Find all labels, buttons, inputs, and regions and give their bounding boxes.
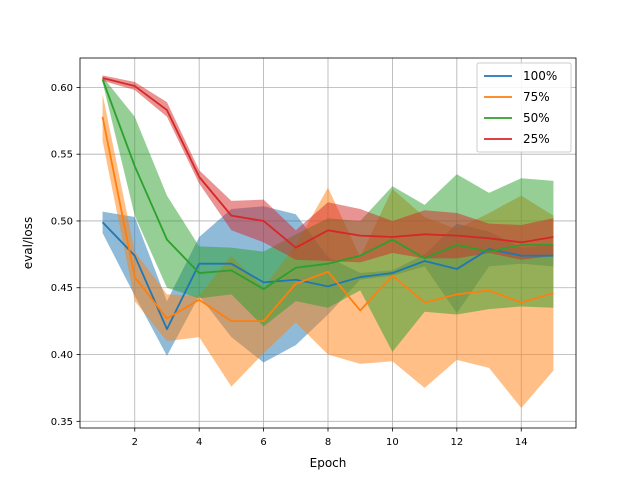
confidence-bands [102, 75, 554, 408]
legend-label: 25% [523, 132, 550, 146]
x-tick-label: 12 [450, 437, 463, 448]
legend-label: 75% [523, 90, 550, 104]
y-tick-label: 0.60 [51, 83, 73, 94]
y-tick-label: 0.35 [51, 417, 73, 428]
x-tick-label: 14 [515, 437, 528, 448]
line-series-0 [101, 221, 554, 331]
x-axis-label: Epoch [310, 456, 347, 470]
y-tick-label: 0.50 [51, 216, 73, 227]
x-tick-label: 4 [196, 437, 202, 448]
x-tick-label: 6 [260, 437, 266, 448]
y-axis: 0.35 0.40 0.45 0.50 0.55 0.60 [51, 83, 80, 428]
series-lines [101, 77, 554, 331]
line-series-2 [101, 79, 554, 290]
x-tick-label: 2 [132, 437, 138, 448]
x-axis: 2 4 6 8 10 12 14 [132, 428, 528, 448]
x-tick-label: 10 [386, 437, 399, 448]
y-tick-label: 0.55 [51, 150, 73, 161]
band-series-2 [102, 76, 554, 352]
x-tick-label: 8 [325, 437, 331, 448]
y-axis-label: eval/loss [21, 217, 35, 269]
line-series-1 [101, 116, 554, 323]
y-tick-label: 0.40 [51, 350, 73, 361]
y-tick-label: 0.45 [51, 283, 73, 294]
band-series-3 [102, 75, 554, 263]
line-series-3 [102, 77, 554, 249]
legend-label: 100% [523, 69, 557, 83]
legend: 100% 75% 50% 25% [476, 62, 572, 153]
legend-box [476, 62, 572, 153]
legend-label: 50% [523, 111, 550, 125]
